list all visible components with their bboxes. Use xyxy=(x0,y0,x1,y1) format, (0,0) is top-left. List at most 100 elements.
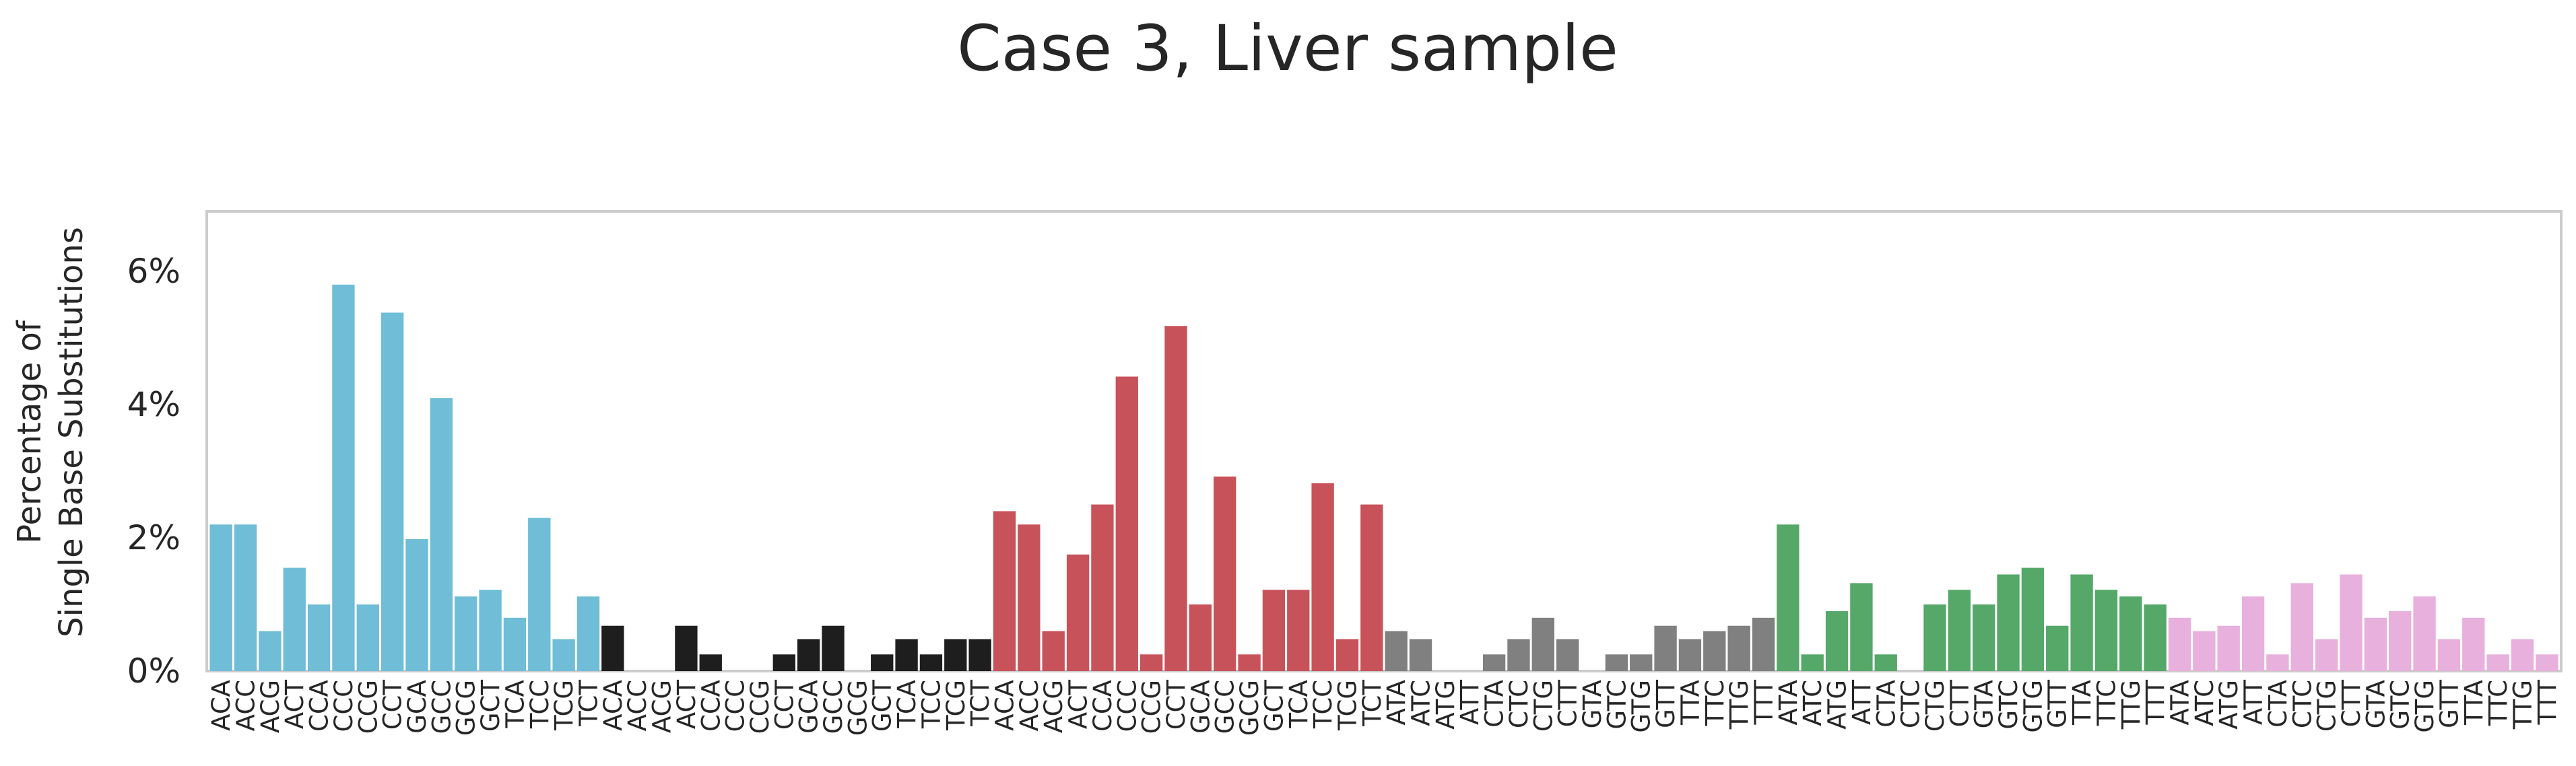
bar-94 xyxy=(2486,654,2509,671)
x-tick-label-87: CTG xyxy=(2313,680,2342,732)
x-tick-label-86: CTC xyxy=(2288,680,2317,728)
x-tick-label-20: ACT xyxy=(672,680,701,729)
x-tick-label-95: TTG xyxy=(2508,680,2537,730)
bar-41 xyxy=(1189,604,1212,671)
x-tick-label-85: CTA xyxy=(2264,680,2292,728)
bar-24 xyxy=(772,654,795,671)
x-tick-label-79: TTG xyxy=(2117,680,2146,730)
x-tick-label-56: CTT xyxy=(1554,680,1583,728)
x-tick-label-83: ATG xyxy=(2214,680,2243,730)
bar-92 xyxy=(2437,639,2461,671)
y-tick-label-1: 2% xyxy=(127,518,180,557)
bar-46 xyxy=(1311,483,1334,671)
bar-76 xyxy=(2046,625,2069,671)
bar-82 xyxy=(2193,631,2216,671)
bar-95 xyxy=(2511,639,2534,671)
bar-38 xyxy=(1115,376,1138,671)
x-tick-label-4: ACT xyxy=(280,680,309,729)
bar-80 xyxy=(2144,604,2167,671)
x-tick-label-92: GTT xyxy=(2435,680,2464,728)
bar-50 xyxy=(1409,639,1432,671)
bar-72 xyxy=(1948,590,1971,671)
bar-37 xyxy=(1091,504,1114,671)
bar-3 xyxy=(259,631,282,671)
x-tick-label-57: GTA xyxy=(1578,680,1607,728)
x-tick-label-78: TTC xyxy=(2092,680,2121,726)
x-tick-label-80: TTT xyxy=(2141,680,2170,726)
bar-8 xyxy=(381,312,404,672)
x-tick-label-81: ATA xyxy=(2166,680,2195,725)
bar-35 xyxy=(1042,631,1065,671)
x-tick-label-88: CTT xyxy=(2337,680,2366,728)
x-tick-label-53: CTA xyxy=(1480,680,1509,728)
x-tick-label-27: GCG xyxy=(843,680,872,736)
x-tick-label-29: TCA xyxy=(892,680,921,729)
bar-30 xyxy=(919,654,943,671)
bar-43 xyxy=(1238,654,1261,671)
bar-12 xyxy=(479,590,502,671)
x-tick-label-14: TCC xyxy=(525,680,554,729)
bar-60 xyxy=(1654,625,1677,671)
bar-9 xyxy=(405,539,428,671)
bar-39 xyxy=(1140,654,1163,671)
bar-61 xyxy=(1678,639,1702,671)
x-tick-label-16: TCT xyxy=(574,680,603,727)
x-tick-label-62: TTC xyxy=(1700,680,1729,726)
x-tick-label-11: GCG xyxy=(452,680,481,736)
bar-10 xyxy=(430,398,453,671)
y-tick-label-0: 0% xyxy=(127,652,180,691)
x-tick-label-84: ATT xyxy=(2239,680,2268,725)
bar-15 xyxy=(552,639,575,671)
x-tick-label-12: GCT xyxy=(476,680,505,732)
bar-14 xyxy=(528,518,551,671)
bar-25 xyxy=(797,639,820,671)
x-tick-label-74: GTC xyxy=(1994,680,2023,730)
bar-89 xyxy=(2364,617,2387,671)
bar-42 xyxy=(1214,476,1236,671)
x-tick-label-93: TTA xyxy=(2459,680,2488,726)
bar-17 xyxy=(601,625,624,671)
bar-26 xyxy=(822,625,845,671)
x-tick-label-1: ACA xyxy=(207,680,236,731)
y-axis-label-line-2: Single Base Substitutions xyxy=(53,227,90,637)
bar-83 xyxy=(2217,625,2240,671)
x-tick-label-9: GCA xyxy=(403,680,432,734)
x-tick-label-45: TCA xyxy=(1284,680,1313,729)
x-tick-label-44: GCT xyxy=(1259,680,1288,732)
x-tick-label-76: GTT xyxy=(2043,680,2072,728)
bar-96 xyxy=(2536,654,2558,671)
bar-45 xyxy=(1287,590,1310,671)
bar-34 xyxy=(1018,524,1041,671)
x-tick-label-46: TCC xyxy=(1309,680,1337,729)
bar-4 xyxy=(283,567,306,671)
bar-7 xyxy=(356,604,379,671)
bar-33 xyxy=(993,511,1016,671)
bar-40 xyxy=(1164,326,1187,671)
x-tick-label-2: ACC xyxy=(232,680,261,731)
bar-66 xyxy=(1801,654,1824,671)
x-tick-label-43: GCG xyxy=(1235,680,1264,736)
x-tick-label-47: TCG xyxy=(1333,680,1362,731)
x-tick-label-91: GTG xyxy=(2410,680,2439,733)
bar-28 xyxy=(871,654,894,671)
x-tick-label-70: CTC xyxy=(1896,680,1925,728)
x-tick-label-37: CCA xyxy=(1088,680,1117,732)
x-tick-label-63: TTG xyxy=(1725,680,1754,730)
bar-69 xyxy=(1874,654,1897,671)
x-tick-label-21: CCA xyxy=(696,680,725,732)
x-tick-label-13: TCA xyxy=(500,680,529,729)
bar-29 xyxy=(895,639,918,671)
x-tick-label-96: TTT xyxy=(2533,680,2562,726)
x-tick-label-41: GCA xyxy=(1186,680,1215,734)
x-tick-label-69: CTA xyxy=(1872,680,1901,728)
bar-32 xyxy=(968,639,991,671)
bar-77 xyxy=(2070,574,2093,671)
x-tick-label-30: TCC xyxy=(917,680,946,729)
x-tick-label-8: CCT xyxy=(378,680,407,730)
x-tick-label-50: ATC xyxy=(1407,680,1436,726)
x-tick-label-90: GTC xyxy=(2386,680,2415,730)
bar-93 xyxy=(2462,617,2485,671)
y-axis-label: Percentage of Single Base Substitutions xyxy=(11,227,90,637)
x-tick-label-28: GCT xyxy=(868,680,897,732)
